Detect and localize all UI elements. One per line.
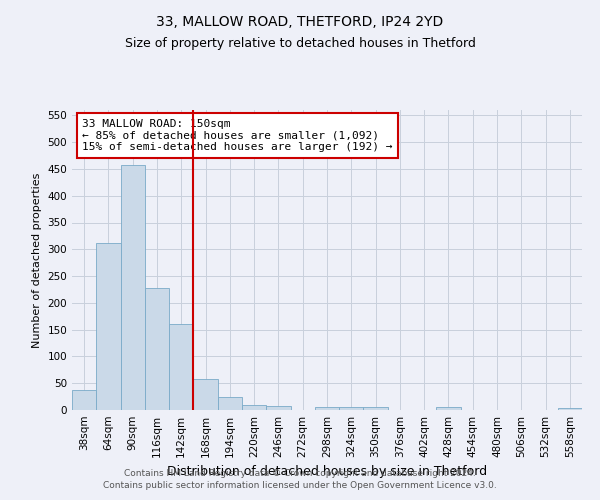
Text: 33 MALLOW ROAD: 150sqm
← 85% of detached houses are smaller (1,092)
15% of semi-: 33 MALLOW ROAD: 150sqm ← 85% of detached… xyxy=(82,119,392,152)
Text: Contains HM Land Registry data © Crown copyright and database right 2024.
Contai: Contains HM Land Registry data © Crown c… xyxy=(103,468,497,490)
Bar xyxy=(145,288,169,410)
Bar xyxy=(364,407,388,410)
Bar xyxy=(121,165,145,410)
Bar xyxy=(72,390,96,410)
Bar xyxy=(315,408,339,410)
Bar xyxy=(339,407,364,410)
Bar xyxy=(266,406,290,410)
Text: 33, MALLOW ROAD, THETFORD, IP24 2YD: 33, MALLOW ROAD, THETFORD, IP24 2YD xyxy=(157,15,443,29)
Text: Size of property relative to detached houses in Thetford: Size of property relative to detached ho… xyxy=(125,38,475,51)
Bar xyxy=(436,408,461,410)
X-axis label: Distribution of detached houses by size in Thetford: Distribution of detached houses by size … xyxy=(167,466,487,478)
Bar xyxy=(169,324,193,410)
Bar xyxy=(242,404,266,410)
Bar xyxy=(218,396,242,410)
Bar xyxy=(558,408,582,410)
Bar xyxy=(193,379,218,410)
Bar xyxy=(96,244,121,410)
Y-axis label: Number of detached properties: Number of detached properties xyxy=(32,172,42,348)
